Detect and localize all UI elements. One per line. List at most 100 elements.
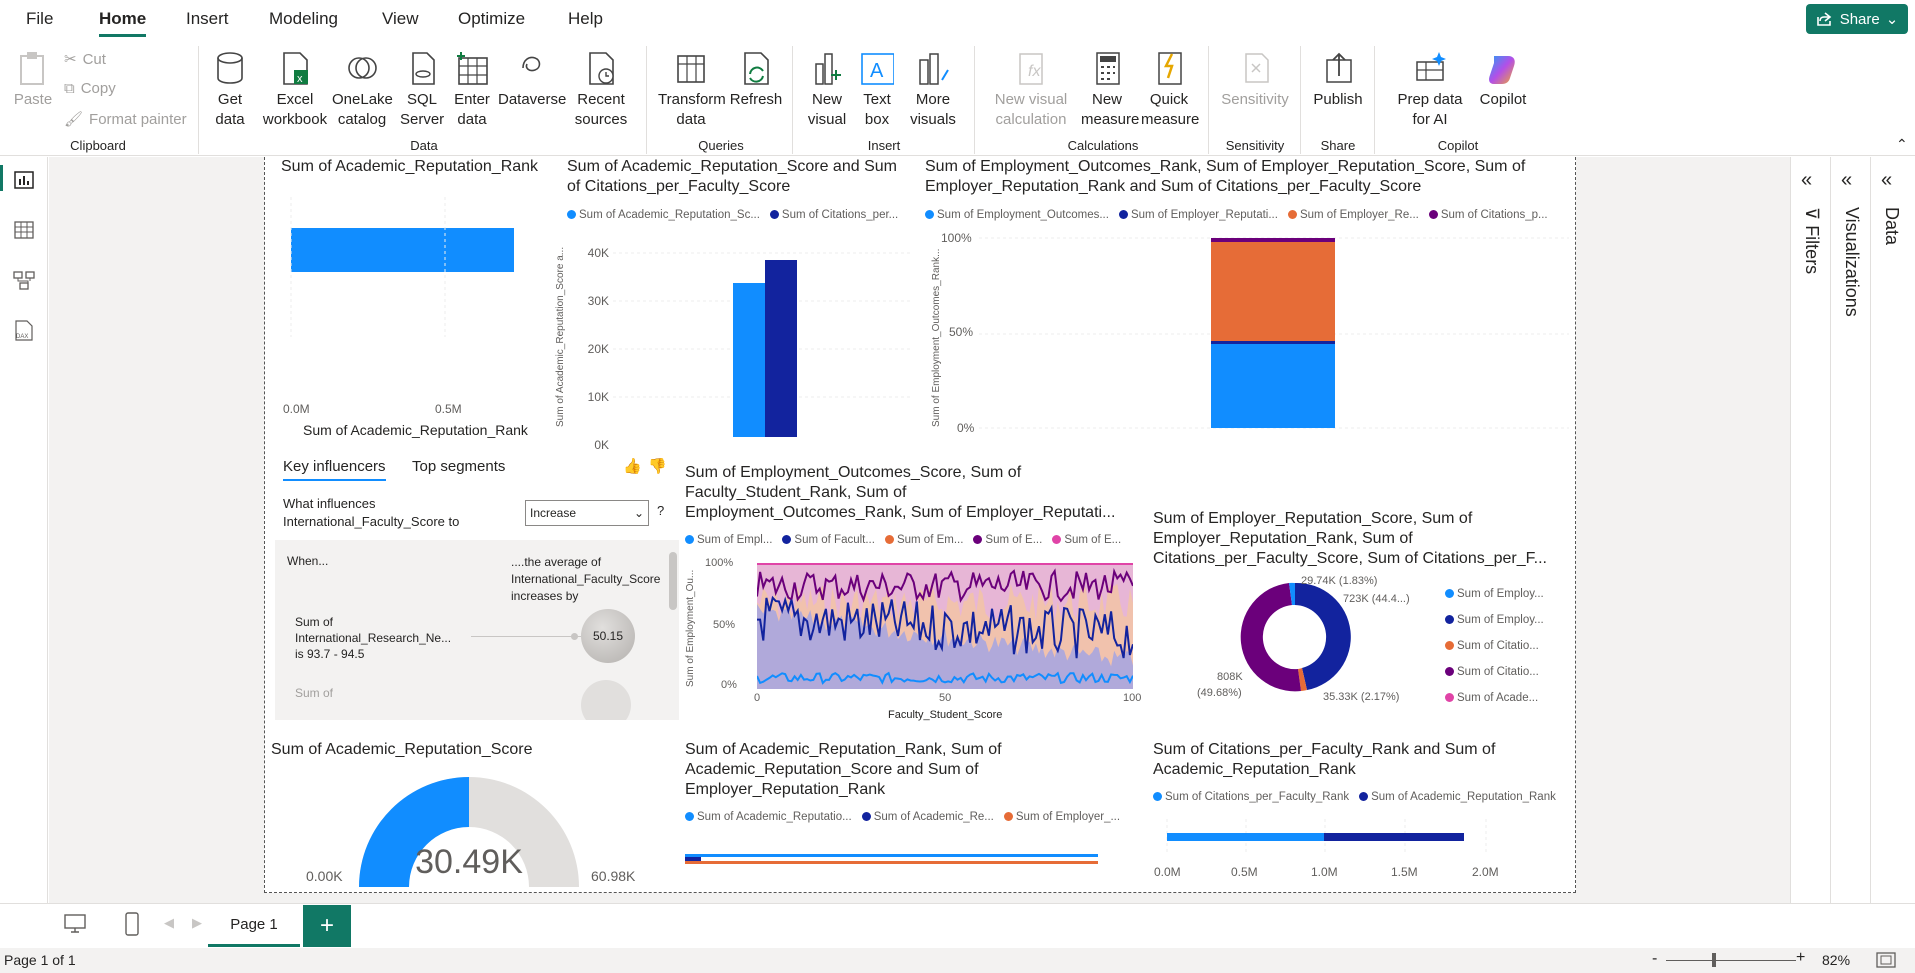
text-box-button[interactable]: A Text box [856,50,898,130]
prep-data-ai-button[interactable]: Prep data for AI [1384,50,1476,130]
bar-academic-rank[interactable] [1324,833,1464,841]
paste-button[interactable]: Paste [12,50,54,110]
table-view-icon[interactable] [12,219,36,241]
excel-workbook-button[interactable]: x Excel workbook [260,50,330,130]
legend-item[interactable]: Sum of Em... [885,534,963,546]
legend-item[interactable]: Sum of Citatio... [1445,633,1539,659]
segment-employment-rank[interactable] [1211,344,1335,428]
legend-item[interactable]: Sum of Citations_per... [770,209,898,221]
new-visual-button[interactable]: New visual [802,50,852,130]
menu-optimize[interactable]: Optimize [458,9,526,28]
copilot-button[interactable]: Copilot [1476,50,1530,110]
increase-dropdown[interactable]: Increase ⌄ [525,500,649,526]
zoom-slider-track[interactable] [1666,960,1796,961]
menu-file[interactable]: File [26,9,54,28]
legend-item[interactable]: Sum of Employment_Outcomes... [925,209,1109,221]
zoom-in-icon[interactable]: + [1796,949,1806,966]
legend-item[interactable]: Sum of Academic_Re... [862,811,994,823]
double-chevron-left-icon[interactable]: « [1801,169,1813,191]
influence-bubble[interactable]: 50.15 [581,609,635,663]
enter-data-button[interactable]: Enter data [450,50,494,130]
menu-home[interactable]: Home [99,9,147,37]
bar-chart-academic-rank[interactable] [275,197,525,347]
menu-insert[interactable]: Insert [186,9,229,28]
gauge-chart[interactable] [349,762,589,892]
menu-help[interactable]: Help [568,9,603,28]
visualizations-pane[interactable]: « Visualizations [1831,157,1871,903]
publish-button[interactable]: Publish [1310,50,1366,110]
help-icon[interactable]: ? [657,503,665,518]
legend-item[interactable]: Sum of Acade... [1445,685,1538,711]
clustered-column-chart[interactable] [613,237,913,437]
get-data-button[interactable]: Get data [208,50,252,130]
legend-item[interactable]: Sum of Employer_Re... [1288,209,1419,221]
dax-query-view-icon[interactable]: DAX [12,319,36,341]
legend-item[interactable]: Sum of Academic_Reputation_Sc... [567,209,760,221]
recent-sources-button[interactable]: Recent sources [566,50,636,130]
copy-button[interactable]: ⧉ Copy [64,80,116,97]
legend-item[interactable]: Sum of E... [1052,534,1121,546]
legend-item[interactable]: Sum of Employ... [1445,581,1544,607]
stacked-area-chart[interactable] [757,563,1133,689]
dataverse-button[interactable]: Dataverse [498,50,566,110]
legend-item[interactable]: Sum of Employer_... [1004,811,1120,823]
onelake-catalog-button[interactable]: OneLake catalog [330,50,394,130]
bar-academic-rank[interactable] [685,854,1098,857]
double-chevron-left-icon[interactable]: « [1881,169,1893,191]
desktop-layout-icon[interactable] [63,913,87,935]
segment-employer-rank[interactable] [1211,242,1335,341]
data-pane[interactable]: « Data [1871,157,1911,903]
bar-employer-rank[interactable] [685,861,1098,864]
menu-modeling[interactable]: Modeling [269,9,338,28]
tab-top-segments[interactable]: Top segments [412,458,506,475]
quick-measure-button[interactable]: Quick measure [1138,50,1200,130]
column-academic-score[interactable] [733,283,765,437]
legend-item[interactable]: Sum of Employ... [1445,607,1544,633]
clustered-bar-chart[interactable] [685,852,1105,866]
legend-item[interactable]: Sum of Citatio... [1445,659,1539,685]
slice-employment-score[interactable] [1289,582,1295,605]
share-button[interactable]: Share ⌄ [1806,4,1908,34]
slice-employer-score[interactable] [1295,582,1351,690]
slice-citations-score[interactable] [1298,668,1307,691]
legend-item[interactable]: Sum of Citations_p... [1429,209,1548,221]
tab-page-1[interactable]: Page 1 [208,905,300,947]
bar-academic-reputation-rank[interactable] [291,228,514,272]
thumbs-up-icon[interactable]: 👍 [623,458,642,475]
influencer-row[interactable]: Sum of International_Research_Ne... is 9… [295,614,451,662]
new-measure-button[interactable]: New measure [1080,50,1139,130]
donut-chart[interactable] [1235,577,1355,697]
format-painter-button[interactable]: 🖌 Format painter [64,110,187,129]
legend-item[interactable]: Sum of Facult... [782,534,875,546]
transform-data-button[interactable]: Transform data [656,50,726,130]
sql-server-button[interactable]: SQL Server [398,50,446,130]
stacked-bar-chart[interactable] [1165,819,1565,853]
cut-button[interactable]: ✂ Cut [64,50,106,69]
zoom-slider-thumb[interactable] [1712,953,1716,967]
sensitivity-button[interactable]: Sensitivity [1218,50,1292,110]
segment-citations-score[interactable] [1211,238,1335,242]
legend-item[interactable]: Sum of Employer_Reputati... [1119,209,1278,221]
segment-employer-score[interactable] [1211,341,1335,344]
tab-key-influencers[interactable]: Key influencers [283,458,386,481]
collapse-ribbon-icon[interactable]: ⌃ [1896,136,1908,152]
report-view-icon[interactable] [12,169,36,191]
legend-item[interactable]: Sum of E... [973,534,1042,546]
bar-academic-score[interactable] [685,857,701,861]
zoom-out-icon[interactable]: - [1652,950,1658,967]
chevron-right-icon[interactable]: ▶ [192,915,202,930]
fit-to-page-icon[interactable] [1876,952,1896,968]
filters-pane[interactable]: « ⊽ Filters [1791,157,1831,903]
menu-view[interactable]: View [382,9,419,28]
more-visuals-button[interactable]: More visuals [904,50,962,130]
legend-item[interactable]: Sum of Empl... [685,534,772,546]
chevron-left-icon[interactable]: ◀ [164,915,174,930]
legend-item[interactable]: Sum of Citations_per_Faculty_Rank [1153,791,1349,803]
refresh-button[interactable]: Refresh [728,50,784,110]
slice-citations-rank[interactable] [1240,583,1301,692]
legend-item[interactable]: Sum of Academic_Reputatio... [685,811,852,823]
new-visual-calculation-button[interactable]: fx New visual calculation [988,50,1074,130]
add-page-button[interactable]: + [303,905,351,947]
bar-citations-rank[interactable] [1167,833,1324,841]
mobile-layout-icon[interactable] [124,912,140,936]
